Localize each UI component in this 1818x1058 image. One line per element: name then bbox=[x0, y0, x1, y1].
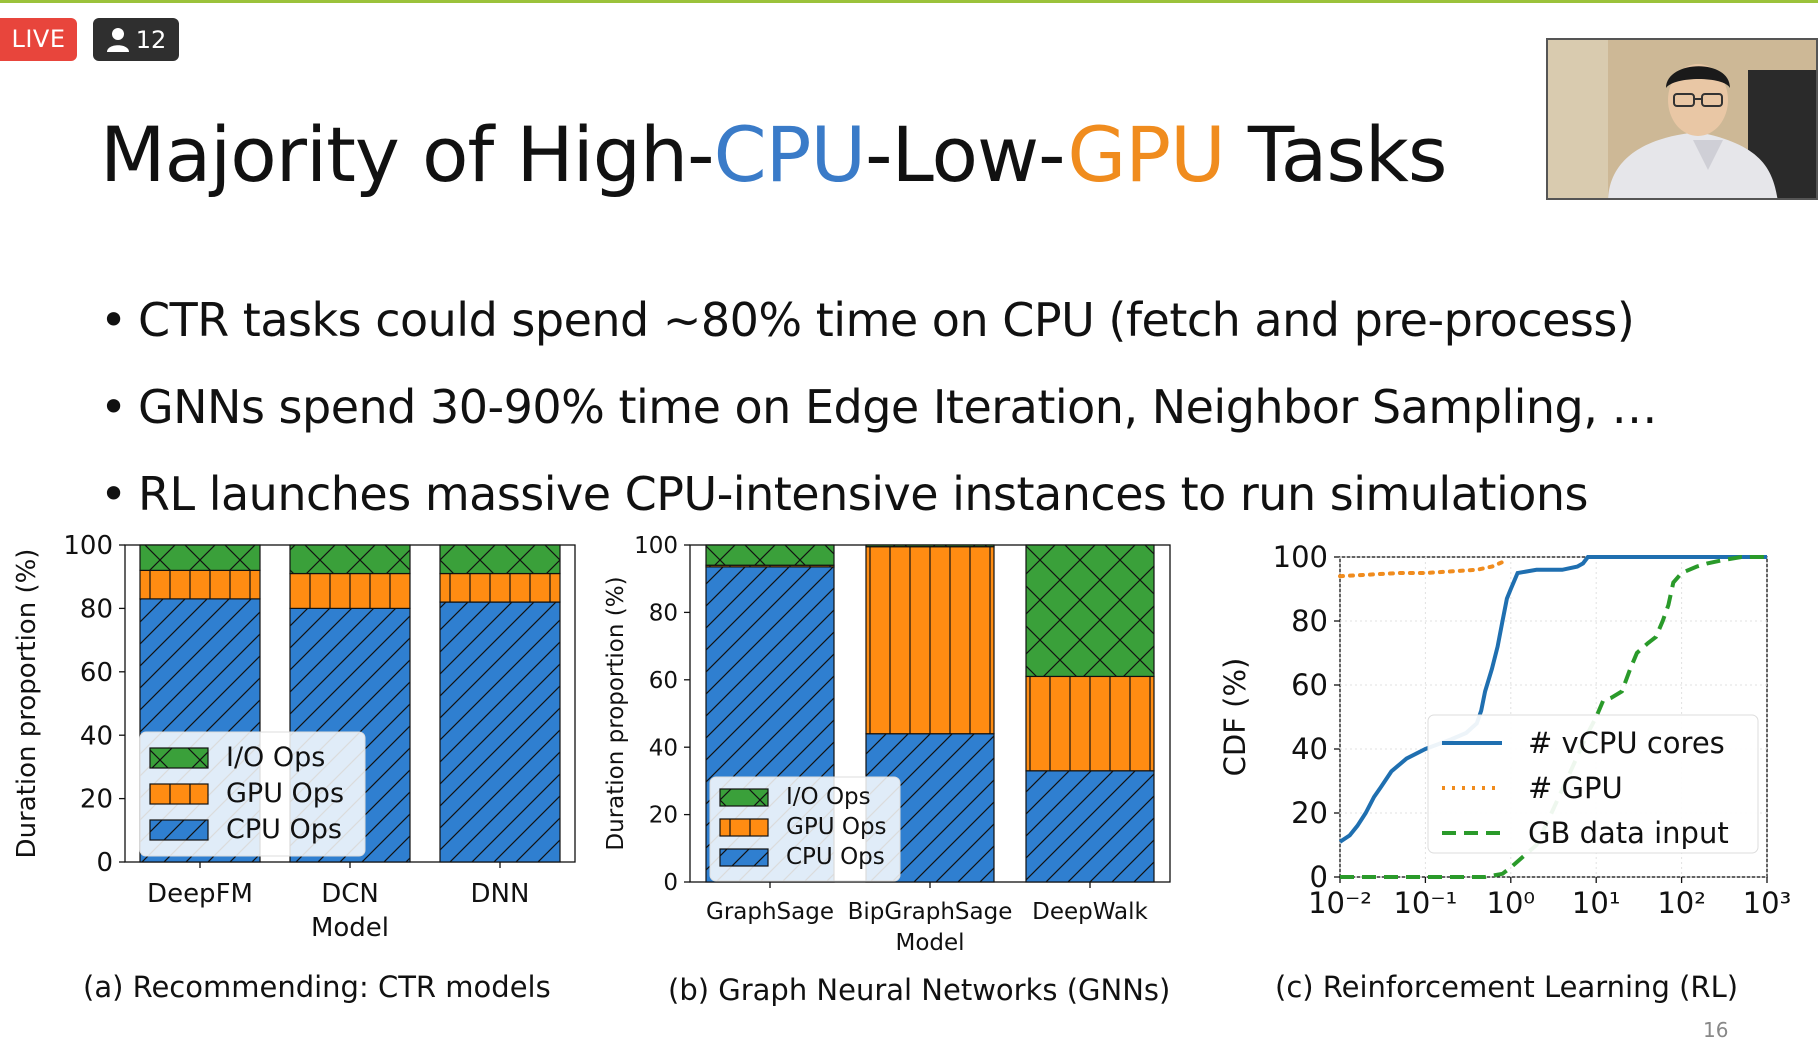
chart-legend: I/O Ops GPU Ops CPU Ops bbox=[709, 776, 901, 882]
bullet-item: • CTR tasks could spend ~80% time on CPU … bbox=[100, 293, 1635, 347]
y-tick-label: 80 bbox=[1291, 604, 1328, 638]
title-part-5: Tasks bbox=[1224, 110, 1448, 199]
bar-hatch bbox=[290, 573, 410, 609]
y-axis-label: Duration proportion (%) bbox=[12, 549, 42, 859]
y-tick-label: 40 bbox=[1291, 732, 1328, 766]
series-line-vcpucores bbox=[1338, 555, 1767, 844]
bar-hatch bbox=[1026, 676, 1154, 771]
viewer-count: 12 bbox=[135, 25, 167, 54]
y-axis-label: CDF (%) bbox=[1218, 658, 1252, 777]
y-tick-label: 0 bbox=[1310, 860, 1328, 894]
y-tick-label: 60 bbox=[1291, 668, 1328, 702]
x-tick-label: GraphSage bbox=[706, 899, 834, 925]
x-tick-label: 10⁰ bbox=[1487, 886, 1536, 920]
chart-legend: # vCPU cores # GPU GB data input bbox=[1427, 714, 1759, 854]
bar-hatch bbox=[706, 565, 834, 567]
y-tick-label: 80 bbox=[80, 595, 113, 625]
y-tick-label: 40 bbox=[649, 735, 678, 761]
x-tick-label: 10¹ bbox=[1572, 886, 1621, 920]
y-tick-label: 80 bbox=[649, 600, 678, 626]
legend-box bbox=[1427, 714, 1759, 854]
y-tick-label: 0 bbox=[663, 870, 678, 896]
bar-hatch bbox=[1026, 770, 1154, 882]
x-tick-label: DNN bbox=[471, 879, 530, 909]
legend-swatch-hatch bbox=[150, 784, 208, 804]
live-label: LIVE bbox=[11, 25, 66, 53]
legend-label: # GPU bbox=[1528, 771, 1623, 805]
caption-b: (b) Graph Neural Networks (GNNs) bbox=[668, 973, 1171, 1007]
bullet-item: • RL launches massive CPU-intensive insta… bbox=[100, 467, 1588, 521]
legend-label: GPU Ops bbox=[226, 778, 344, 809]
presenter-webcam bbox=[1546, 38, 1818, 200]
legend-label: I/O Ops bbox=[226, 742, 325, 773]
y-tick-label: 60 bbox=[649, 668, 678, 694]
caption-a: (a) Recommending: CTR models bbox=[83, 970, 551, 1004]
bar-hatch bbox=[1026, 545, 1154, 677]
y-tick-label: 100 bbox=[634, 533, 678, 559]
title-part-1: Majority of High- bbox=[100, 110, 715, 199]
x-tick-label: 10⁻² bbox=[1308, 886, 1372, 920]
bullet-list: • CTR tasks could spend ~80% time on CPU … bbox=[100, 285, 1657, 546]
series-line-gpu bbox=[1338, 558, 1509, 579]
caption-c: (c) Reinforcement Learning (RL) bbox=[1275, 970, 1739, 1004]
x-tick-label: DeepWalk bbox=[1032, 899, 1148, 925]
top-accent-line bbox=[0, 0, 1818, 3]
x-axis-label: Model bbox=[311, 913, 389, 943]
bar-hatch bbox=[290, 545, 410, 574]
legend-swatch-hatch bbox=[150, 820, 208, 840]
y-tick-label: 20 bbox=[649, 803, 678, 829]
chart-ctr-models: 0 20 40 60 80 100 DeepFM DCN DNN Model Duration pr… bbox=[12, 531, 576, 943]
y-tick-label: 100 bbox=[63, 531, 113, 561]
legend-label: CPU Ops bbox=[786, 844, 885, 870]
bullet-item: • GNNs spend 30-90% time on Edge Iteratio… bbox=[100, 380, 1657, 434]
bar-hatch bbox=[140, 545, 260, 571]
x-tick-label: 10³ bbox=[1743, 886, 1792, 920]
bar-hatch bbox=[440, 545, 560, 574]
legend-label: CPU Ops bbox=[226, 814, 342, 845]
bullet-text: RL launches massive CPU-intensive instan… bbox=[138, 467, 1588, 521]
x-tick-label: BipGraphSage bbox=[848, 899, 1013, 925]
legend-swatch-hatch bbox=[720, 789, 768, 806]
chart-rl-cdf: 0 20 40 60 80 100 10⁻² 10⁻¹ 10⁰ 10¹ 10² 10³ CDF (%) #… bbox=[1218, 540, 1791, 920]
viewer-count-badge[interactable]: 12 bbox=[93, 18, 179, 61]
bullet-text: CTR tasks could spend ~80% time on CPU (… bbox=[138, 293, 1635, 347]
legend-label: GPU Ops bbox=[786, 814, 887, 840]
title-part-gpu: GPU bbox=[1067, 110, 1225, 199]
charts-area: 0 20 40 60 80 100 DeepFM DCN DNN Model Duration pr… bbox=[12, 531, 1791, 956]
page-number: 16 bbox=[1703, 1018, 1729, 1042]
bar-hatch bbox=[866, 546, 994, 734]
title-part-cpu: CPU bbox=[713, 110, 867, 199]
bullet-text: GNNs spend 30-90% time on Edge Iteration… bbox=[138, 380, 1657, 434]
chart-gnns: 0 20 40 60 80 100 GraphSage BipGraphSage DeepWal… bbox=[603, 533, 1171, 956]
x-axis-label: Model bbox=[895, 930, 964, 956]
bar-hatch bbox=[440, 573, 560, 603]
x-tick-label: 10² bbox=[1657, 886, 1706, 920]
y-axis-label: Duration proportion (%) bbox=[603, 576, 629, 850]
presenter-video-frame bbox=[1548, 40, 1816, 198]
y-tick-label: 60 bbox=[80, 658, 113, 688]
x-tick-label: 10⁻¹ bbox=[1393, 886, 1457, 920]
legend-swatch-hatch bbox=[150, 748, 208, 768]
legend-swatch-hatch bbox=[720, 849, 768, 866]
legend-swatch-hatch bbox=[720, 819, 768, 836]
x-tick-label: DCN bbox=[321, 879, 379, 909]
legend-label: # vCPU cores bbox=[1528, 726, 1725, 760]
bar-hatch bbox=[140, 570, 260, 599]
legend-label: GB data input bbox=[1528, 816, 1729, 850]
y-tick-label: 20 bbox=[80, 785, 113, 815]
legend-label: I/O Ops bbox=[786, 784, 871, 810]
bar-hatch bbox=[440, 602, 560, 862]
y-tick-label: 20 bbox=[1291, 796, 1328, 830]
y-tick-label: 40 bbox=[80, 721, 113, 751]
slide-title: Majority of High-CPU-Low-GPU Tasks bbox=[100, 110, 1448, 199]
chart-legend: I/O Ops GPU Ops CPU Ops bbox=[139, 731, 366, 857]
title-part-3: -Low- bbox=[865, 110, 1068, 199]
y-tick-label: 100 bbox=[1273, 540, 1328, 574]
bar-hatch bbox=[866, 545, 994, 547]
bar-hatch bbox=[706, 545, 834, 566]
live-badge: LIVE bbox=[0, 18, 77, 61]
x-tick-label: DeepFM bbox=[147, 879, 253, 909]
y-tick-label: 0 bbox=[96, 848, 113, 878]
person-icon bbox=[106, 27, 129, 52]
